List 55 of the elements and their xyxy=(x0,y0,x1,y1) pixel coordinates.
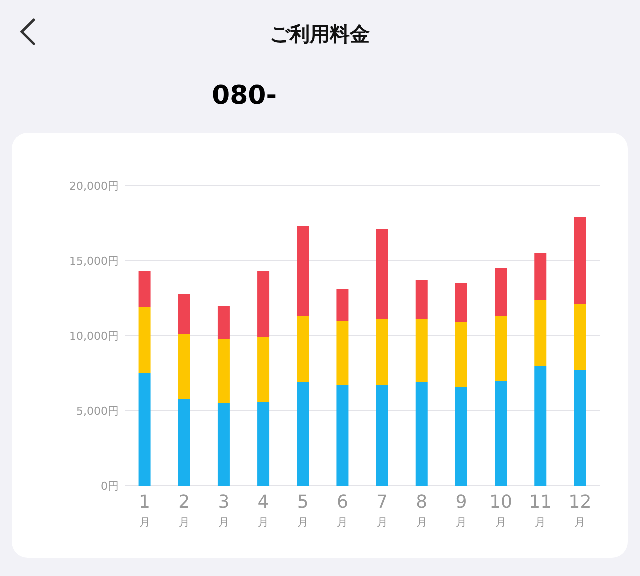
x-tick-label: 9月 xyxy=(456,492,468,529)
y-tick-label: 20,000円 xyxy=(70,180,119,193)
x-tick-label: 7月 xyxy=(376,492,388,529)
x-tick-label: 5月 xyxy=(297,492,309,529)
bar xyxy=(297,382,310,486)
x-tick-label: 6月 xyxy=(336,492,348,529)
bar xyxy=(178,294,190,334)
bar xyxy=(178,399,190,486)
bar xyxy=(336,386,349,486)
bar xyxy=(336,290,349,321)
y-tick-label: 5,000円 xyxy=(76,405,119,418)
x-tick-label: 2月 xyxy=(178,492,190,529)
y-tick-label: 15,000円 xyxy=(70,255,119,268)
bar xyxy=(416,320,428,382)
bar xyxy=(455,322,468,387)
bar xyxy=(178,334,190,399)
bar xyxy=(218,306,230,339)
x-tick-label: 3月 xyxy=(218,492,230,529)
bar xyxy=(258,272,270,338)
bar xyxy=(455,387,468,486)
bar xyxy=(416,382,428,486)
chart-title: ご利用料金 xyxy=(270,22,370,46)
bar xyxy=(495,316,508,381)
bar xyxy=(297,226,310,316)
bar xyxy=(455,284,468,322)
bar xyxy=(534,254,547,300)
x-tick-label: 8月 xyxy=(416,492,428,529)
bar xyxy=(138,272,151,308)
x-tick-label: 12月 xyxy=(568,492,592,529)
bar xyxy=(258,402,270,486)
chart-subtitle: 080- xyxy=(212,81,278,111)
bar xyxy=(376,320,388,386)
bar xyxy=(574,304,586,370)
x-tick-label: 4月 xyxy=(258,492,270,529)
bar xyxy=(138,308,151,374)
bar xyxy=(138,374,151,486)
y-tick-label: 0円 xyxy=(101,480,119,493)
bar xyxy=(297,316,310,382)
bar xyxy=(534,366,547,486)
bar xyxy=(336,321,349,386)
x-tick-label: 11月 xyxy=(529,492,552,529)
bar xyxy=(258,338,270,402)
x-tick-label: 1月 xyxy=(139,492,150,529)
y-tick-label: 10,000円 xyxy=(70,330,119,343)
bar xyxy=(218,404,230,486)
x-tick-label: 10月 xyxy=(490,492,512,529)
bar xyxy=(574,218,586,304)
bar xyxy=(495,381,508,486)
bar xyxy=(574,370,586,486)
bar xyxy=(416,280,428,320)
bar xyxy=(534,300,547,366)
bar xyxy=(376,386,388,486)
bar xyxy=(218,339,230,404)
bar xyxy=(376,230,388,320)
bar xyxy=(495,268,508,316)
